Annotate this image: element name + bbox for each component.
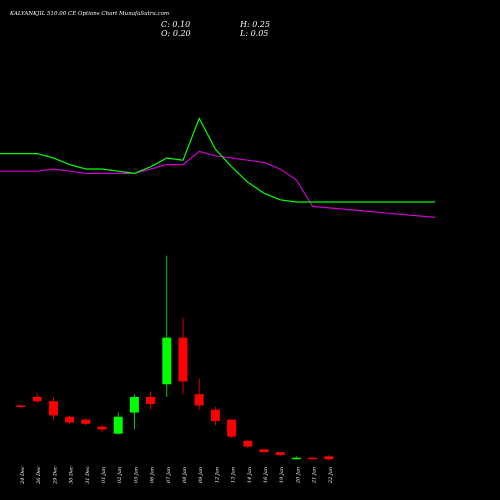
candle-body — [194, 394, 204, 406]
date-label: 30 Dec — [69, 466, 75, 484]
candle — [324, 454, 334, 461]
date-label: 14 Jan — [247, 467, 253, 483]
candle-body — [146, 396, 156, 405]
high-readout: H: 0.25 — [240, 20, 270, 29]
candle-body — [291, 457, 301, 460]
date-label: 31 Dec — [85, 466, 91, 484]
low-readout: L: 0.05 — [240, 29, 268, 38]
candle — [146, 391, 156, 410]
candle-body — [210, 409, 220, 422]
candle-body — [227, 419, 237, 437]
candle — [113, 412, 123, 434]
date-label: 05 Jan — [133, 467, 139, 483]
candle — [97, 425, 107, 433]
candle-body — [32, 396, 42, 402]
ma-slow-line — [0, 150, 436, 218]
date-label: 12 Jan — [214, 467, 220, 483]
candle — [308, 457, 318, 460]
date-label: 09 Jan — [198, 467, 204, 483]
candle — [178, 317, 188, 395]
candle-layer — [16, 255, 334, 461]
candle — [16, 405, 26, 409]
low-value: 0.05 — [250, 29, 269, 38]
candle — [259, 449, 269, 453]
date-label: 29 Dec — [52, 466, 58, 485]
date-label: 08 Jan — [182, 467, 188, 483]
date-label: 20 Jan — [295, 467, 301, 484]
candle-body — [129, 396, 139, 413]
date-label: 06 Jan — [150, 467, 156, 483]
low-label: L: — [240, 29, 249, 38]
candle-body — [308, 457, 318, 460]
date-label: 16 Jan — [263, 467, 269, 483]
open-label: O: — [161, 29, 171, 38]
date-label: 02 Jan — [117, 467, 123, 483]
candle — [32, 392, 42, 403]
candle-body — [259, 449, 269, 453]
date-label: 26 Dec — [36, 466, 42, 485]
close-label: C: — [161, 20, 170, 29]
candle — [65, 415, 75, 424]
candle — [129, 394, 139, 430]
open-readout: O: 0.20 — [161, 29, 191, 38]
date-label: 01 Jan — [101, 467, 107, 483]
open-value: 0.20 — [172, 29, 191, 38]
candle — [275, 452, 285, 457]
high-value: 0.25 — [252, 20, 271, 29]
date-label: 21 Jan — [312, 467, 318, 484]
candle-body — [48, 401, 58, 416]
candle-body — [16, 405, 26, 407]
candle — [210, 406, 220, 426]
candle — [162, 255, 172, 397]
date-label: 07 Jan — [166, 467, 172, 483]
candle-body — [178, 337, 188, 382]
candle — [194, 378, 204, 410]
date-label: 13 Jan — [231, 467, 237, 483]
ma-fast-line — [0, 116, 435, 203]
date-label: 19 Jan — [279, 467, 285, 483]
date-label: 24 Dec — [20, 466, 26, 485]
date-label-layer: 24 Dec 26 Dec 29 Dec 30 Dec 31 Dec 01 Jan 02 J… — [20, 466, 334, 485]
chart-title: KALYANKJIL 510.00 CE Options Chart Munaf… — [10, 11, 170, 17]
candle-body — [275, 452, 285, 455]
candle — [227, 419, 237, 438]
candle — [291, 456, 301, 460]
high-label: H: — [240, 20, 250, 29]
close-value: 0.10 — [172, 20, 191, 29]
candle-body — [81, 419, 91, 424]
candle-body — [324, 456, 334, 460]
candle-body — [162, 337, 172, 385]
candle-body — [97, 426, 107, 430]
close-readout: C: 0.10 — [161, 20, 190, 29]
candle — [81, 418, 91, 426]
candle-body — [113, 416, 123, 434]
candle-body — [243, 440, 253, 447]
candle-body — [65, 416, 75, 423]
moving-average-layer — [0, 116, 436, 218]
candle — [243, 439, 253, 448]
date-label: 22 Jan — [328, 467, 334, 484]
candle — [48, 396, 58, 420]
